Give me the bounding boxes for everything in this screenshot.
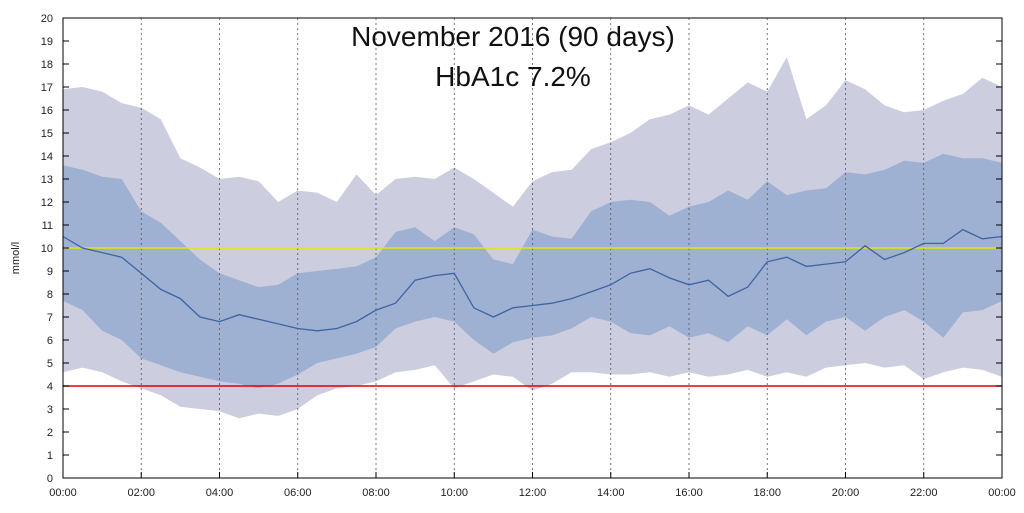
x-tick-label: 08:00 <box>362 487 390 499</box>
x-tick-label: 00:00 <box>49 487 77 499</box>
y-tick-label: 7 <box>47 312 53 324</box>
y-tick-label: 15 <box>41 128 53 140</box>
y-tick-label: 5 <box>47 358 53 370</box>
y-tick-label: 18 <box>41 59 53 71</box>
chart-title: November 2016 (90 days) <box>351 21 675 52</box>
x-tick-label: 22:00 <box>910 487 938 499</box>
x-tick-label: 02:00 <box>127 487 155 499</box>
y-tick-label: 10 <box>41 243 53 255</box>
y-tick-label: 17 <box>41 82 53 94</box>
y-tick-label: 11 <box>42 220 53 232</box>
y-tick-label: 13 <box>41 174 53 186</box>
y-tick-label: 1 <box>47 450 53 462</box>
x-tick-label: 12:00 <box>519 487 547 499</box>
median-line <box>62 228 1003 332</box>
y-tick-label: 6 <box>47 335 53 347</box>
y-tick-label: 0 <box>47 473 53 485</box>
y-tick-label: 14 <box>41 151 53 163</box>
y-tick-label: 2 <box>47 427 53 439</box>
y-axis-label: mmol/l <box>10 242 22 274</box>
y-tick-label: 20 <box>41 13 53 25</box>
y-tick-label: 4 <box>47 381 53 393</box>
x-tick-label: 04:00 <box>206 487 234 499</box>
x-axis: 00:00 02:00 04:00 06:00 08:00 10:00 12:00 14:00… <box>49 472 1016 499</box>
y-tick-label: 9 <box>47 266 53 278</box>
x-tick-label: 10:00 <box>440 487 468 499</box>
y-tick-label: 3 <box>47 404 53 416</box>
y-tick-label: 19 <box>41 36 53 48</box>
reference-lines <box>63 247 1002 387</box>
y-tick-label: 16 <box>41 105 53 117</box>
x-tick-label: 18:00 <box>753 487 781 499</box>
x-tick-label: 00:00 <box>988 487 1016 499</box>
x-tick-label: 20:00 <box>832 487 860 499</box>
x-tick-label: 14:00 <box>597 487 625 499</box>
x-tick-label: 16:00 <box>675 487 703 499</box>
y-tick-label: 8 <box>47 289 53 301</box>
chart-subtitle: HbA1c 7.2% <box>435 61 591 92</box>
x-tick-label: 06:00 <box>284 487 312 499</box>
median-line-group <box>62 228 1003 332</box>
y-tick-label: 12 <box>41 197 53 209</box>
